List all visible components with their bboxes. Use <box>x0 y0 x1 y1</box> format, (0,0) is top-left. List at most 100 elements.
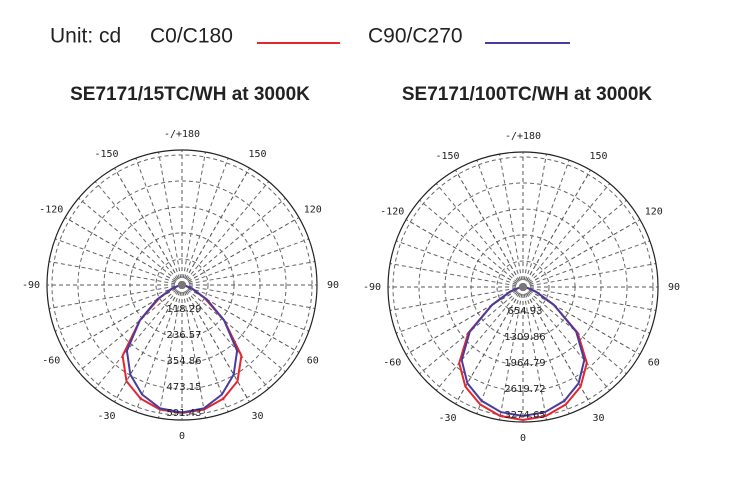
theta-tick-label: -/+180 <box>164 129 200 140</box>
grid-line <box>181 217 300 286</box>
theta-tick-label: 90 <box>668 282 680 293</box>
spoke <box>522 286 627 375</box>
spoke <box>389 263 524 288</box>
spoke <box>48 261 183 286</box>
spoke <box>522 240 651 288</box>
r-tick-label: 354.86 <box>167 356 202 367</box>
spoke <box>181 197 286 286</box>
grid-line <box>181 284 250 403</box>
spoke <box>522 183 611 288</box>
spoke <box>181 157 229 286</box>
r-tick-label: 1309.86 <box>504 332 545 343</box>
r-tick-label: 654.93 <box>508 306 543 317</box>
legend-label: C0/C180 <box>150 25 233 48</box>
theta-tick-label: -90 <box>363 282 381 293</box>
theta-tick-label: -150 <box>435 151 459 162</box>
theta-tick-label: 120 <box>304 205 322 216</box>
theta-tick-label: 60 <box>307 356 319 367</box>
spoke <box>181 151 206 286</box>
theta-tick-label: 0 <box>520 433 526 444</box>
theta-tick-label: 150 <box>589 151 607 162</box>
spoke <box>522 153 547 288</box>
spoke <box>435 183 524 288</box>
theta-tick-label: -60 <box>383 358 401 369</box>
spoke <box>419 286 524 375</box>
grid-line <box>522 286 591 405</box>
spoke <box>158 151 183 286</box>
spoke <box>181 284 206 419</box>
grid-line <box>114 284 183 403</box>
spoke <box>419 199 524 288</box>
theta-tick-label: -90 <box>22 280 40 291</box>
grid-ring <box>392 156 654 418</box>
chart-title: SE7171/15TC/WH at 3000K <box>70 84 310 105</box>
spoke <box>181 238 310 286</box>
spoke <box>78 197 183 286</box>
theta-tick-label: 150 <box>248 149 266 160</box>
spoke <box>522 286 611 391</box>
spoke <box>476 286 524 415</box>
spoke <box>181 284 310 332</box>
theta-tick-label: 60 <box>648 358 660 369</box>
spoke <box>54 238 183 286</box>
legend-label: C90/C270 <box>368 25 463 48</box>
center-dot <box>178 281 186 289</box>
spoke <box>435 286 524 391</box>
theta-tick-label: -120 <box>380 207 404 218</box>
r-tick-label: 118.29 <box>167 304 202 315</box>
r-tick-label: 3274.65 <box>504 410 545 421</box>
grid-ring <box>418 182 628 392</box>
spoke <box>94 284 183 389</box>
spoke <box>78 284 183 373</box>
theta-tick-label: 120 <box>645 207 663 218</box>
grid-line <box>405 219 524 288</box>
spoke <box>522 286 570 415</box>
grid-ring <box>496 260 550 314</box>
series-line <box>460 286 586 418</box>
r-tick-label: 1964.79 <box>504 358 545 369</box>
series-line <box>125 284 239 414</box>
spoke <box>181 181 270 286</box>
spoke <box>476 159 524 288</box>
spoke <box>48 284 183 309</box>
spoke <box>499 286 524 421</box>
spoke <box>522 199 627 288</box>
r-tick-label: 2619.72 <box>504 384 545 395</box>
theta-tick-label: 90 <box>327 280 339 291</box>
chart-title: SE7171/100TC/WH at 3000K <box>402 84 653 105</box>
grid-line <box>455 286 524 405</box>
spoke <box>181 284 270 389</box>
spoke <box>395 286 524 334</box>
theta-tick-label: -30 <box>97 411 115 422</box>
grid-ring <box>77 180 287 390</box>
theta-tick-label: -30 <box>438 413 456 424</box>
spoke <box>181 284 316 309</box>
theta-tick-label: 30 <box>592 413 604 424</box>
spoke <box>522 286 657 311</box>
grid-line <box>114 167 183 286</box>
spoke <box>389 286 524 311</box>
spoke <box>158 284 183 419</box>
spoke <box>135 157 183 286</box>
spoke <box>94 181 183 286</box>
spoke <box>522 263 657 288</box>
theta-tick-label: -150 <box>94 149 118 160</box>
grid-ring <box>51 154 313 416</box>
r-tick-label: 236.57 <box>167 330 202 341</box>
grid-line <box>181 167 250 286</box>
r-tick-label: 473.15 <box>167 382 202 393</box>
theta-tick-label: 30 <box>251 411 263 422</box>
center-dot <box>519 283 527 291</box>
spoke <box>395 240 524 288</box>
grid-line <box>522 169 591 288</box>
spoke <box>522 159 570 288</box>
spoke <box>522 286 547 421</box>
r-tick-label: 591.43 <box>167 408 202 419</box>
grid-line <box>455 169 524 288</box>
theta-tick-label: 0 <box>179 431 185 442</box>
theta-tick-label: -/+180 <box>505 131 541 142</box>
theta-tick-label: -120 <box>39 205 63 216</box>
unit-label: Unit: cd <box>50 25 121 48</box>
grid-line <box>405 286 524 355</box>
